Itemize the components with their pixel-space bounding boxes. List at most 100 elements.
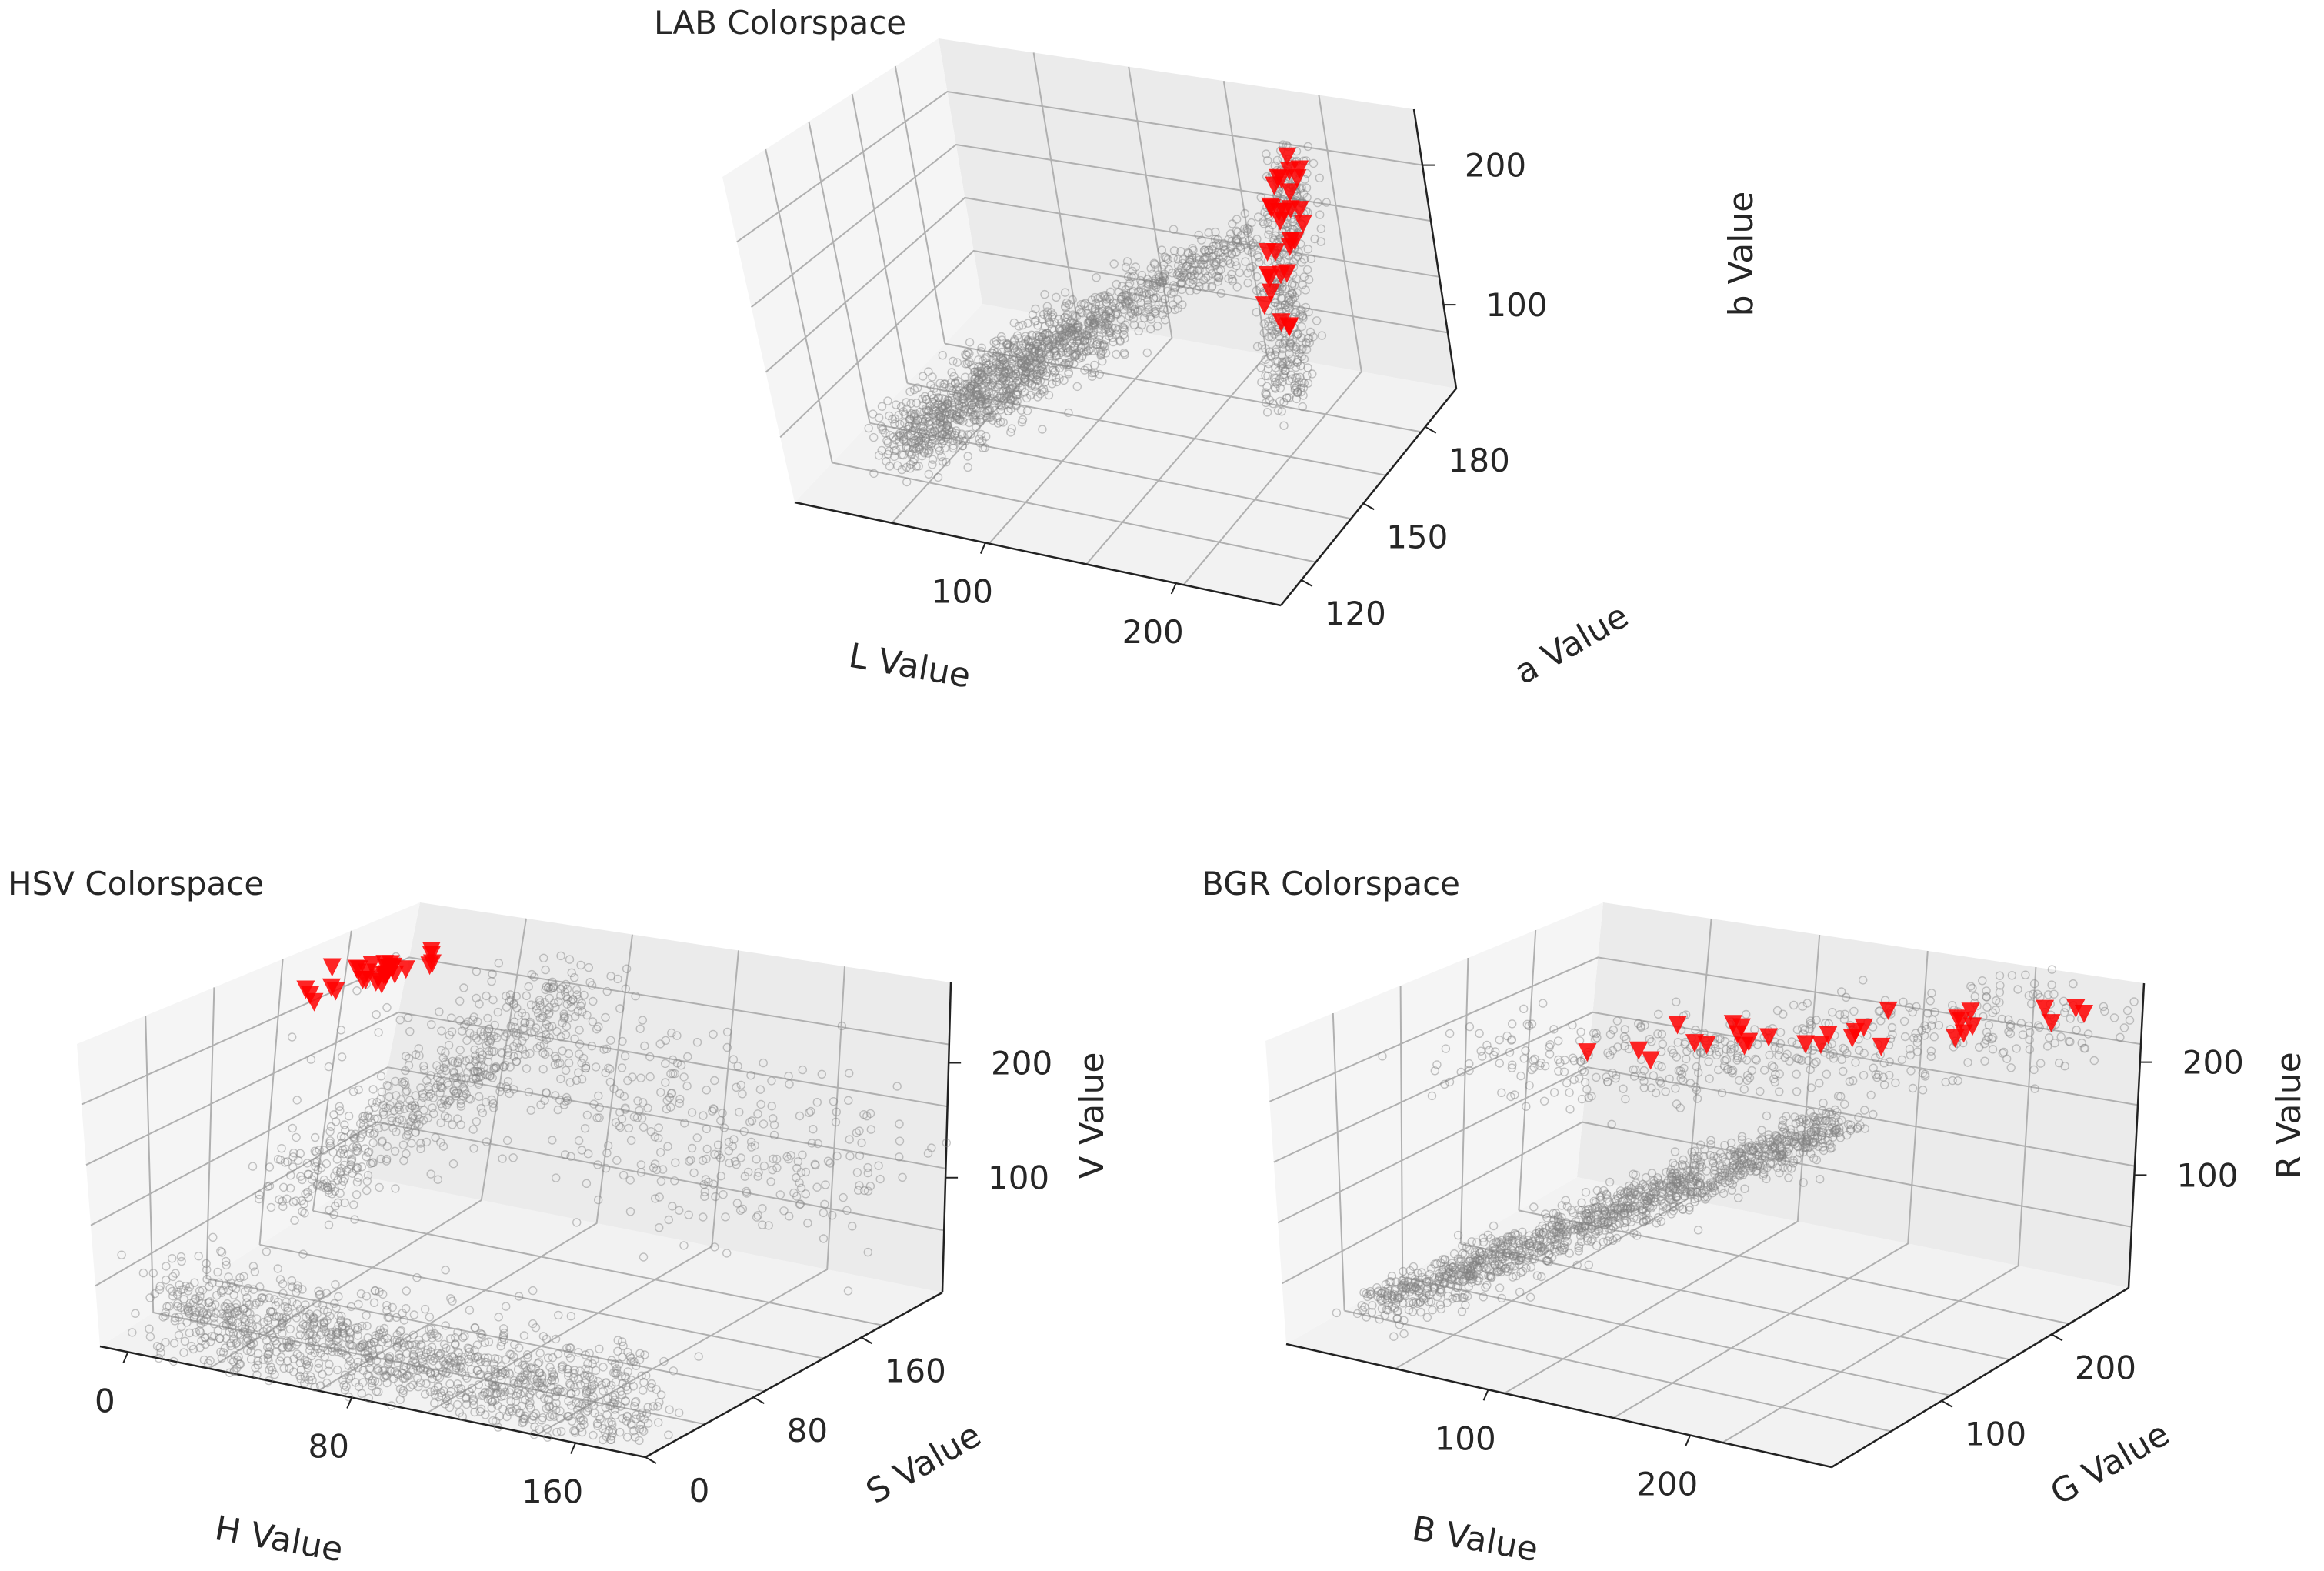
data-point (895, 429, 905, 438)
data-point (965, 391, 975, 400)
data-point (1069, 359, 1079, 369)
data-point (1187, 255, 1197, 265)
data-point (995, 352, 1005, 362)
data-point (897, 450, 906, 459)
data-point (1225, 243, 1235, 253)
data-point (941, 433, 951, 442)
data-point (891, 435, 901, 445)
data-point (889, 452, 899, 462)
data-point (915, 445, 924, 455)
data-point (934, 414, 944, 424)
data-point (899, 435, 909, 444)
data-point (1214, 273, 1224, 283)
data-point (938, 402, 948, 411)
data-point (942, 410, 951, 419)
data-point (1073, 329, 1082, 338)
data-point (1124, 282, 1133, 291)
data-point (1105, 313, 1114, 322)
data-point (1103, 323, 1113, 332)
data-point (1105, 328, 1115, 338)
data-point (892, 461, 902, 470)
y-tick-label: 150 (1386, 518, 1448, 555)
data-point (975, 399, 985, 409)
data-point (1235, 268, 1245, 278)
data-point (1244, 225, 1254, 234)
data-point (1092, 340, 1102, 349)
data-point (920, 392, 930, 401)
data-point (989, 338, 999, 347)
data-point (918, 394, 927, 404)
data-point (929, 399, 939, 409)
data-point (1055, 326, 1065, 335)
data-point (1009, 344, 1019, 353)
data-point (1089, 319, 1099, 328)
data-point (1064, 360, 1074, 369)
data-point (1009, 335, 1019, 345)
data-point (1050, 346, 1060, 356)
data-point (1055, 332, 1064, 342)
data-point (915, 434, 924, 443)
data-point (1219, 238, 1229, 248)
data-point (1078, 351, 1087, 360)
data-point (959, 395, 969, 405)
data-point (1241, 257, 1250, 266)
data-point (1115, 335, 1125, 345)
data-point (938, 429, 948, 439)
data-point (888, 415, 897, 424)
data-point (1160, 294, 1169, 303)
data-point (932, 430, 942, 439)
data-point (1031, 359, 1041, 368)
data-point (950, 414, 960, 423)
data-point (1096, 349, 1106, 359)
data-point (1134, 286, 1143, 296)
data-point (1133, 294, 1142, 303)
data-point (995, 417, 1005, 426)
data-point (1083, 334, 1093, 343)
data-point (905, 459, 915, 469)
data-point (917, 440, 927, 450)
data-point (975, 439, 985, 448)
data-point (937, 431, 947, 440)
data-point (999, 355, 1008, 365)
data-point (956, 389, 965, 399)
data-point (1024, 355, 1033, 364)
data-point (1089, 319, 1098, 328)
data-point (909, 444, 919, 454)
data-point (1017, 383, 1027, 393)
data-point (1210, 261, 1220, 271)
data-point (1001, 362, 1011, 372)
data-point (1072, 382, 1082, 392)
data-point (999, 386, 1008, 395)
data-point (1134, 287, 1144, 297)
data-point (1064, 408, 1073, 418)
x-tick-label: 80 (308, 1427, 349, 1465)
data-point (1071, 323, 1080, 332)
data-point (922, 395, 931, 404)
data-point (1068, 310, 1078, 319)
data-point (1098, 346, 1108, 355)
data-point (1158, 278, 1168, 287)
data-point (1016, 359, 1026, 368)
data-point (1025, 355, 1035, 365)
data-point (1105, 308, 1115, 318)
data-point (1099, 291, 1109, 300)
data-point (1105, 326, 1115, 335)
data-point (949, 356, 958, 366)
data-point (954, 396, 963, 405)
data-point (1232, 228, 1242, 237)
data-point (1095, 369, 1105, 379)
data-point (992, 392, 1002, 401)
data-point (1046, 342, 1055, 351)
data-point (1054, 350, 1063, 360)
data-point (1071, 332, 1081, 342)
data-point (1038, 356, 1047, 365)
data-point (974, 366, 983, 376)
data-point (1179, 269, 1189, 278)
data-point (935, 422, 945, 432)
z-tick-label: 200 (1465, 147, 1526, 185)
data-point (1033, 375, 1042, 385)
data-point (1135, 305, 1145, 315)
grid-line-y-side (851, 93, 909, 384)
data-point (946, 398, 956, 408)
